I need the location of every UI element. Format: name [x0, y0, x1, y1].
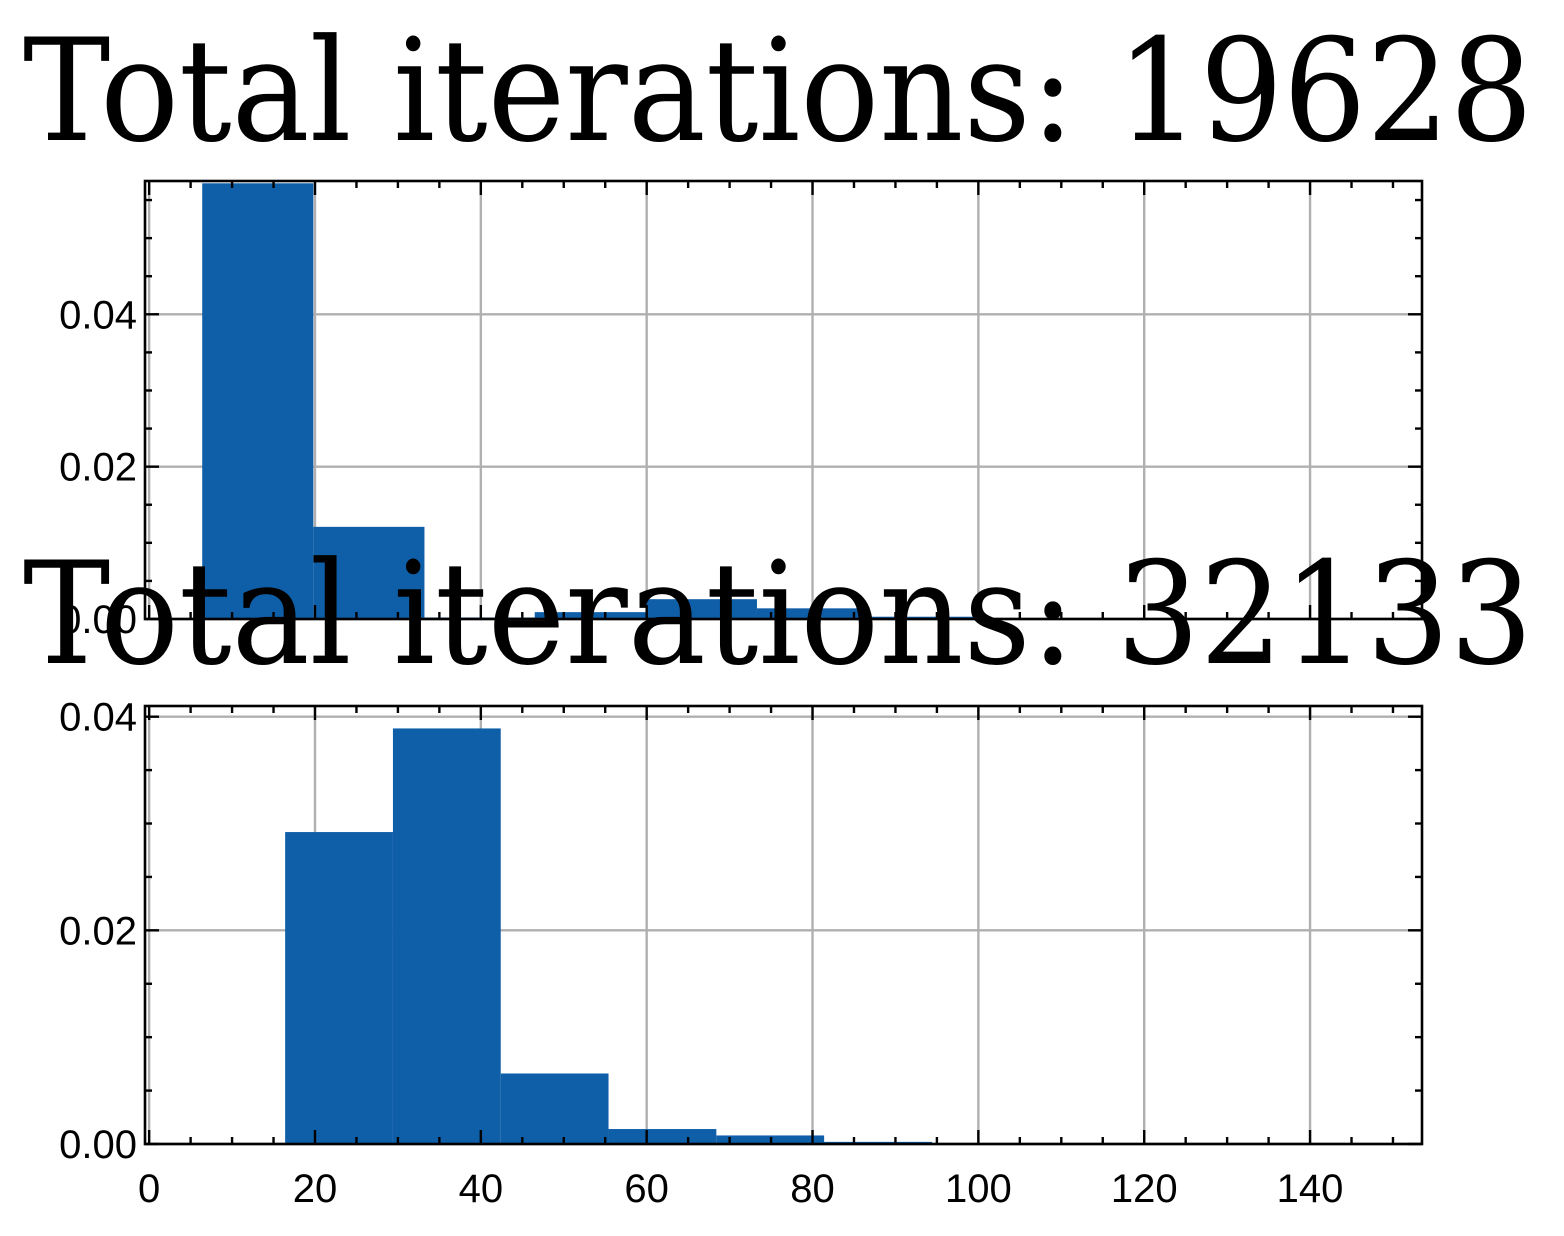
- histogram-bar: [500, 1073, 609, 1144]
- x-tick-label: 140: [1277, 1167, 1344, 1211]
- x-tick-label: 20: [293, 1167, 338, 1211]
- histogram-bar: [313, 526, 425, 619]
- histogram-bar: [285, 832, 393, 1144]
- histogram-bar: [392, 728, 501, 1144]
- x-tick-label: 40: [459, 1167, 504, 1211]
- plot-frame: [143, 179, 1424, 621]
- histogram-panel-bottom: 0.00 0.02 0.04 0 20 40 60 80 100 120 140 Total iter…: [23, 532, 1533, 1211]
- y-tick-label: 0.02: [59, 909, 137, 953]
- y-tick-label: 0.00: [59, 1123, 137, 1167]
- y-tick-label: 0.04: [59, 293, 137, 337]
- chart-title: Total iterations: 19628: [23, 9, 1533, 174]
- x-tick-label: 80: [790, 1167, 835, 1211]
- histogram-bar: [202, 183, 314, 619]
- histogram-bar: [534, 612, 646, 619]
- y-tick-label: 0.04: [59, 696, 137, 740]
- y-tick-label: 0.00: [59, 598, 137, 642]
- x-tick-label: 100: [945, 1167, 1012, 1211]
- chart-title: Total iterations: 32133: [23, 532, 1533, 697]
- histogram-bar: [608, 1129, 717, 1144]
- x-tick-label: 0: [138, 1167, 160, 1211]
- histogram-panel-top: 0.00 0.02 0.04 Total iterations: 19628: [23, 9, 1533, 642]
- x-tick-label: 120: [1111, 1167, 1178, 1211]
- x-tick-label: 60: [624, 1167, 669, 1211]
- y-tick-label: 0.02: [59, 446, 137, 490]
- plot-frame: [143, 704, 1424, 1146]
